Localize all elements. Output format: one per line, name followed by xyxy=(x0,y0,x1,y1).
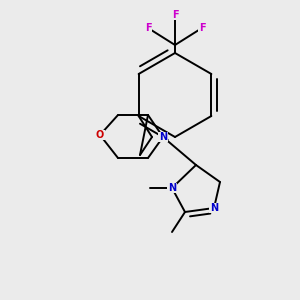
Text: N: N xyxy=(168,183,176,193)
Text: F: F xyxy=(172,10,178,20)
Text: F: F xyxy=(145,23,151,33)
Text: N: N xyxy=(210,203,218,213)
Text: N: N xyxy=(159,132,167,142)
Text: O: O xyxy=(96,130,104,140)
Text: F: F xyxy=(199,23,205,33)
